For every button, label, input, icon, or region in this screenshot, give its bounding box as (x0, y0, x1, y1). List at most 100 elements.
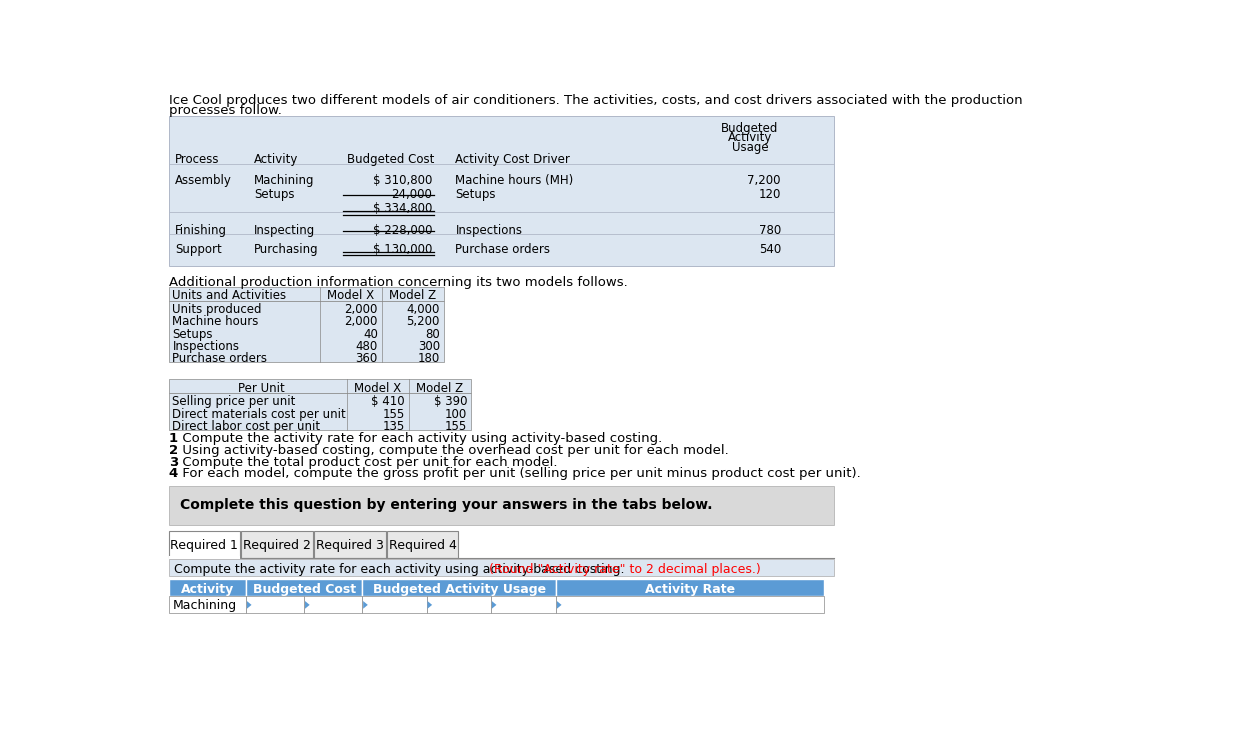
Text: Direct labor cost per unit: Direct labor cost per unit (172, 420, 320, 433)
Text: Finishing: Finishing (175, 224, 227, 236)
Text: 40: 40 (363, 328, 378, 340)
Bar (363, 596, 427, 613)
Text: Activity: Activity (727, 132, 772, 144)
Text: Assembly: Assembly (175, 174, 231, 188)
Text: Inspections: Inspections (172, 340, 240, 353)
Bar (168, 116, 834, 266)
Text: . Compute the activity rate for each activity using activity-based costing.: . Compute the activity rate for each act… (175, 432, 662, 445)
Text: Setups: Setups (456, 188, 496, 200)
Text: Selling price per unit: Selling price per unit (172, 396, 296, 408)
Polygon shape (427, 601, 432, 609)
Text: $ 310,800: $ 310,800 (373, 174, 432, 188)
Text: 360: 360 (355, 352, 378, 365)
Text: Model Z: Model Z (416, 381, 463, 395)
Text: Model Z: Model Z (389, 289, 436, 302)
Text: 155: 155 (445, 420, 467, 433)
Bar (556, 596, 824, 613)
Text: $ 390: $ 390 (433, 396, 467, 408)
Polygon shape (492, 601, 496, 609)
Text: Purchase orders: Purchase orders (172, 352, 268, 365)
Text: Budgeted Activity Usage: Budgeted Activity Usage (373, 583, 546, 596)
Bar (363, 580, 556, 596)
Text: 480: 480 (355, 340, 378, 353)
Polygon shape (305, 601, 310, 609)
Text: 2: 2 (168, 444, 178, 457)
Bar (168, 379, 471, 393)
Polygon shape (247, 601, 251, 609)
Text: 1: 1 (168, 432, 178, 445)
Text: 780: 780 (759, 224, 781, 236)
Text: Inspections: Inspections (456, 224, 522, 236)
Text: 24,000: 24,000 (392, 188, 432, 200)
Text: Machine hours (MH): Machine hours (MH) (456, 174, 574, 188)
Text: Required 2: Required 2 (244, 539, 311, 553)
Text: (Round "Activity rate" to 2 decimal places.): (Round "Activity rate" to 2 decimal plac… (485, 563, 761, 576)
Text: Required 4: Required 4 (389, 539, 457, 553)
Text: Purchasing: Purchasing (254, 243, 319, 256)
Bar (246, 580, 363, 596)
Text: $ 334,800: $ 334,800 (373, 202, 432, 215)
Text: Machine hours: Machine hours (172, 316, 259, 328)
Text: Per Unit: Per Unit (239, 381, 285, 395)
Bar (246, 596, 304, 613)
Bar (387, 531, 458, 558)
Text: Activity Rate: Activity Rate (644, 583, 735, 596)
Text: Purchase orders: Purchase orders (456, 243, 550, 256)
Polygon shape (556, 601, 561, 609)
Text: 300: 300 (418, 340, 440, 353)
Bar (168, 486, 834, 525)
Text: Model X: Model X (327, 289, 374, 302)
Text: Units produced: Units produced (172, 303, 263, 316)
Bar (168, 557, 240, 559)
Text: 4,000: 4,000 (407, 303, 440, 316)
Text: Activity Cost Driver: Activity Cost Driver (456, 153, 570, 166)
Text: Budgeted Cost: Budgeted Cost (252, 583, 355, 596)
Text: Machining: Machining (254, 174, 314, 188)
Text: . For each model, compute the gross profit per unit (selling price per unit minu: . For each model, compute the gross prof… (175, 467, 860, 480)
Text: 4: 4 (168, 467, 178, 480)
Text: Machining: Machining (172, 599, 236, 613)
Text: 2,000: 2,000 (344, 303, 378, 316)
Text: Compute the activity rate for each activity using activity-based costing.: Compute the activity rate for each activ… (175, 563, 624, 576)
Text: 100: 100 (445, 408, 467, 421)
Text: Units and Activities: Units and Activities (172, 289, 286, 302)
Text: Inspecting: Inspecting (254, 224, 315, 236)
Text: Support: Support (175, 243, 221, 256)
Text: 120: 120 (759, 188, 781, 200)
Text: $ 410: $ 410 (372, 396, 404, 408)
Text: 2,000: 2,000 (344, 316, 378, 328)
Text: Setups: Setups (172, 328, 214, 340)
Bar (168, 580, 246, 596)
Text: 3: 3 (168, 456, 178, 468)
Text: Direct materials cost per unit: Direct materials cost per unit (172, 408, 347, 421)
Bar (168, 301, 443, 362)
Text: Ice Cool produces two different models of air conditioners. The activities, cost: Ice Cool produces two different models o… (168, 94, 1022, 107)
Text: 5,200: 5,200 (407, 316, 440, 328)
Text: 135: 135 (383, 420, 404, 433)
Text: 7,200: 7,200 (747, 174, 781, 188)
Bar (168, 596, 246, 613)
Text: . Using activity-based costing, compute the overhead cost per unit for each mode: . Using activity-based costing, compute … (175, 444, 728, 457)
Text: Model X: Model X (354, 381, 402, 395)
Text: 180: 180 (418, 352, 440, 365)
Polygon shape (363, 601, 368, 609)
Text: Setups: Setups (254, 188, 294, 200)
Bar (304, 596, 363, 613)
Text: Complete this question by entering your answers in the tabs below.: Complete this question by entering your … (181, 498, 712, 512)
Bar (314, 531, 386, 558)
Text: Budgeted: Budgeted (721, 122, 779, 135)
Bar (491, 596, 556, 613)
Bar (168, 393, 471, 430)
Bar (168, 531, 240, 558)
Text: processes follow.: processes follow. (168, 104, 281, 117)
Bar (556, 580, 824, 596)
Bar (168, 560, 834, 577)
Bar (427, 596, 491, 613)
Text: Activity: Activity (254, 153, 298, 166)
Text: $ 130,000: $ 130,000 (373, 243, 432, 256)
Text: Required 3: Required 3 (317, 539, 384, 553)
Bar (241, 531, 313, 558)
Text: Usage: Usage (731, 141, 769, 153)
Text: $ 228,000: $ 228,000 (373, 224, 432, 236)
Bar (168, 287, 443, 301)
